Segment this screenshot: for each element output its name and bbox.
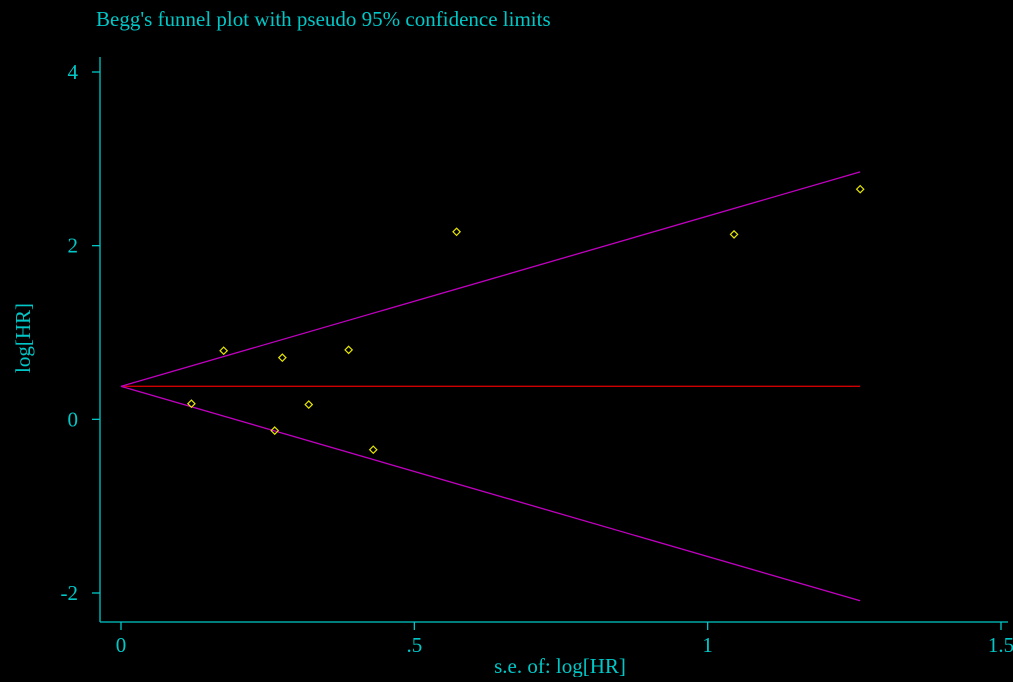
data-point (729, 229, 739, 239)
x-tick-label: .5 (406, 633, 422, 657)
data-point (186, 399, 196, 409)
data-point (855, 184, 865, 194)
y-axis-title: log[HR] (11, 303, 35, 373)
data-point (304, 400, 314, 410)
data-point (219, 346, 229, 356)
data-point (270, 426, 280, 436)
x-tick-label: 1 (702, 633, 713, 657)
x-axis-title: s.e. of: log[HR] (494, 654, 626, 677)
y-tick-label: 2 (68, 234, 79, 258)
y-ticks: -2 0 2 4 (61, 60, 100, 605)
data-point (368, 445, 378, 455)
y-tick-label: -2 (61, 581, 79, 605)
data-point (344, 345, 354, 355)
y-tick-label: 0 (68, 407, 79, 431)
x-ticks: 0 .5 1 1.5 (116, 622, 1013, 657)
plot-area (120, 171, 865, 602)
axes (99, 57, 1008, 623)
upper-confidence-limit-line (120, 171, 861, 387)
x-tick-label: 1.5 (988, 633, 1013, 657)
data-point (277, 353, 287, 363)
data-point (452, 227, 462, 237)
x-tick-label: 0 (116, 633, 127, 657)
chart-title: Begg's funnel plot with pseudo 95% confi… (96, 7, 551, 31)
lower-confidence-limit-line (120, 385, 861, 602)
y-tick-label: 4 (68, 60, 79, 84)
